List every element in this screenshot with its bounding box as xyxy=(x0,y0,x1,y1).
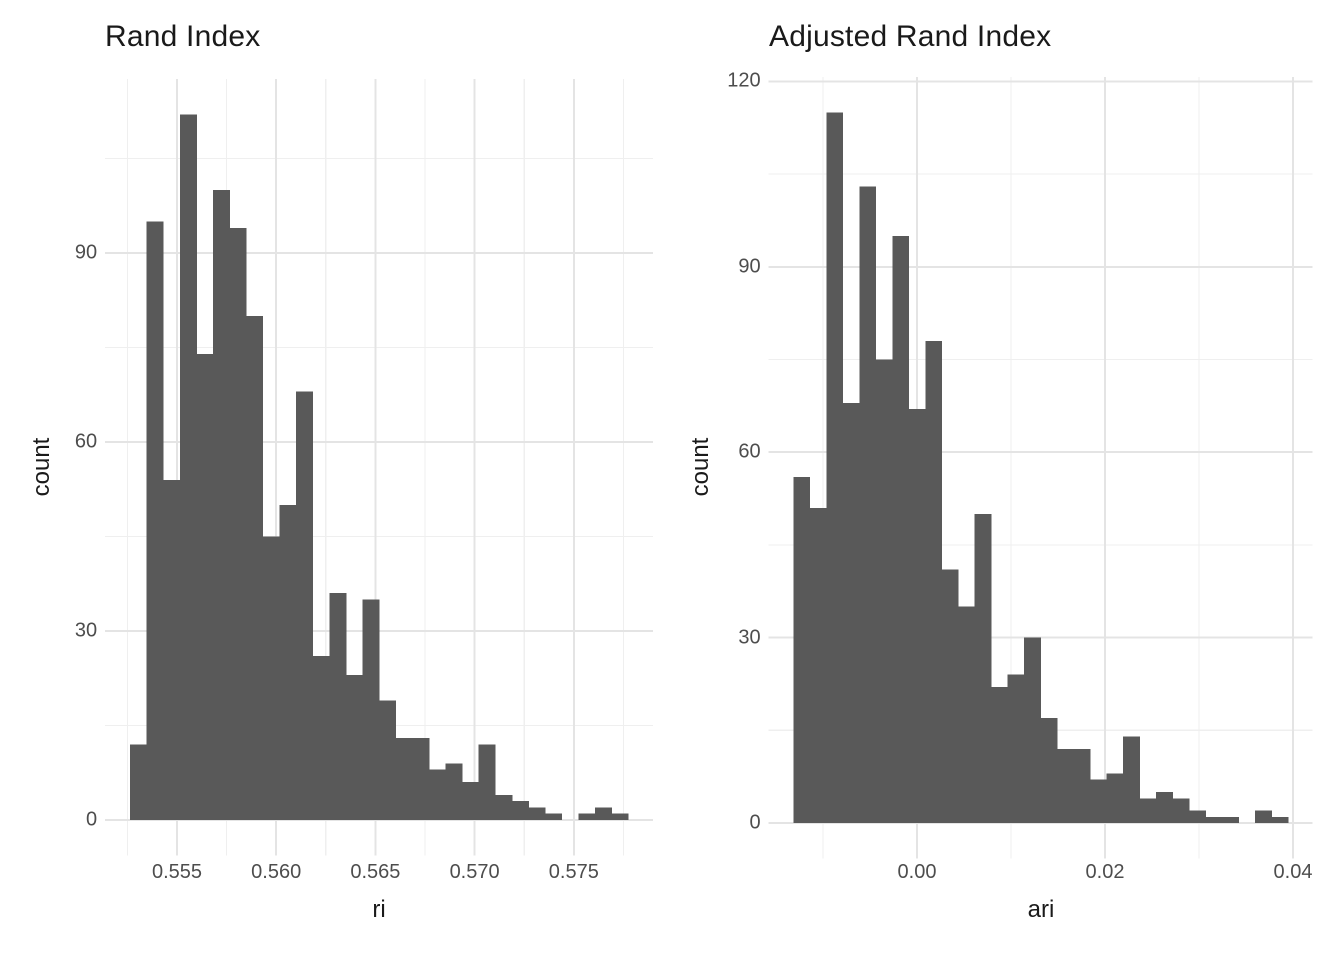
histogram-bar xyxy=(1123,736,1141,823)
histogram-bar xyxy=(196,353,214,820)
histogram-bar xyxy=(594,807,612,820)
histogram-bar xyxy=(1040,717,1058,823)
histogram-bar xyxy=(213,190,231,820)
histogram-bar xyxy=(974,514,992,823)
histogram-bar xyxy=(163,479,181,820)
histogram-bar xyxy=(179,114,197,820)
histogram-bar xyxy=(312,656,330,820)
histogram-bar xyxy=(428,769,446,820)
y-axis-label: count xyxy=(28,437,55,497)
x-tick-label: 0.555 xyxy=(151,861,203,883)
histogram-bar xyxy=(611,813,629,820)
histogram-bar xyxy=(462,782,480,820)
histogram-bar xyxy=(262,536,280,820)
histogram-bar xyxy=(1255,810,1272,823)
histogram-bar xyxy=(362,599,380,820)
histogram-bar xyxy=(826,112,844,824)
histogram-bar xyxy=(478,744,496,820)
x-tick-label: 0.560 xyxy=(251,861,302,883)
histogram-bar xyxy=(1007,674,1025,823)
histogram-bar xyxy=(1106,773,1124,823)
histogram-bar xyxy=(875,359,893,823)
y-tick-label: 90 xyxy=(74,241,98,264)
y-tick-label: 30 xyxy=(738,626,761,649)
x-tick-label: 0.04 xyxy=(1273,861,1313,883)
histogram-bar xyxy=(1073,748,1091,823)
histogram-bar xyxy=(1139,798,1157,823)
histogram-bar xyxy=(296,391,314,820)
histogram-bar xyxy=(229,227,247,821)
histogram-bar xyxy=(809,507,827,823)
histogram-bar xyxy=(892,235,910,823)
y-tick-label: 60 xyxy=(738,440,761,463)
histogram-bar xyxy=(578,813,596,820)
y-tick-label: 0 xyxy=(85,808,98,831)
y-tick-label: 60 xyxy=(74,430,98,453)
histogram-bar xyxy=(1222,816,1239,823)
histogram-canvas-right xyxy=(768,76,1313,859)
x-tick-label: 0.02 xyxy=(1085,861,1125,883)
histogram-bar xyxy=(146,221,164,820)
histogram-bar xyxy=(528,807,546,820)
histogram-bar xyxy=(246,316,264,820)
y-tick-label: 0 xyxy=(749,811,761,834)
histogram-bar xyxy=(1205,816,1223,823)
x-axis-label: ri xyxy=(372,896,386,923)
histogram-bar xyxy=(1024,637,1042,823)
histogram-bar xyxy=(445,763,463,820)
histogram-bar xyxy=(379,700,397,820)
histogram-bar xyxy=(329,593,347,820)
x-tick-label: 0.570 xyxy=(449,861,500,883)
histogram-bar xyxy=(279,505,297,820)
histogram-bar xyxy=(1271,816,1289,823)
histogram-bar xyxy=(1172,798,1190,823)
histogram-bar xyxy=(495,794,513,820)
histogram-bar xyxy=(842,402,860,823)
histogram-bar xyxy=(958,606,976,823)
histogram-bar xyxy=(345,675,363,820)
x-tick-label: 0.565 xyxy=(350,861,401,883)
histogram-bar xyxy=(129,744,147,820)
histogram-bar xyxy=(859,186,877,823)
histogram-bar xyxy=(1156,792,1174,823)
histogram-bar xyxy=(925,340,943,823)
x-tick-label: 0.575 xyxy=(548,861,599,883)
y-tick-label: 120 xyxy=(727,69,761,92)
histogram-bar xyxy=(1057,748,1075,823)
histogram-bar xyxy=(991,687,1009,823)
y-axis-label: count xyxy=(687,437,714,497)
histogram-bar xyxy=(941,569,959,823)
histogram-bar xyxy=(545,813,563,820)
y-tick-label: 90 xyxy=(738,255,761,278)
chart-title: Adjusted Rand Index xyxy=(769,20,1052,53)
histogram-bar xyxy=(511,801,529,820)
x-axis-label: ari xyxy=(1027,896,1055,923)
histogram-bar xyxy=(1090,779,1108,823)
chart-title: Rand Index xyxy=(105,20,261,53)
histogram-bar xyxy=(412,738,430,820)
histogram-bar xyxy=(908,408,926,823)
histogram-bar xyxy=(1189,810,1207,823)
histogram-bar xyxy=(395,738,413,820)
histogram-canvas-left xyxy=(105,79,653,856)
y-tick-label: 30 xyxy=(74,619,98,642)
histogram-bar xyxy=(793,476,811,823)
x-tick-label: 0.00 xyxy=(897,861,937,883)
